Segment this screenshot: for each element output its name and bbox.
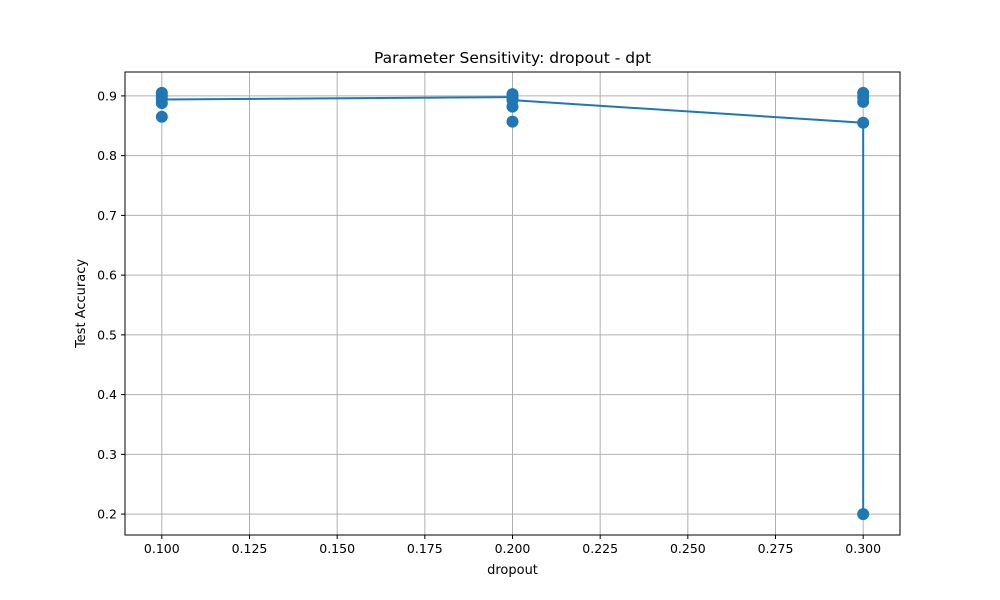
y-tick-label: 0.9 — [97, 88, 117, 103]
series-points-group — [155, 86, 870, 521]
data-point — [857, 95, 870, 108]
x-tick-label: 0.250 — [670, 541, 706, 556]
x-tick-label: 0.275 — [758, 541, 794, 556]
x-tick-label: 0.175 — [407, 541, 443, 556]
x-tick-label: 0.300 — [845, 541, 881, 556]
x-tick-label: 0.125 — [232, 541, 268, 556]
data-point — [155, 97, 168, 110]
y-tick-label: 0.3 — [97, 447, 117, 462]
y-tick-label: 0.4 — [97, 387, 117, 402]
grid — [125, 72, 900, 535]
x-tick-label: 0.200 — [495, 541, 531, 556]
y-axis-label: Test Accuracy — [74, 259, 89, 349]
data-point — [506, 100, 519, 113]
x-tick-label: 0.225 — [582, 541, 618, 556]
x-tick-label: 0.150 — [319, 541, 355, 556]
chart-title: Parameter Sensitivity: dropout - dpt — [374, 49, 651, 67]
data-point — [857, 116, 870, 129]
y-tick-label: 0.6 — [97, 268, 117, 283]
y-tick-label: 0.5 — [97, 327, 117, 342]
y-tick-label: 0.8 — [97, 148, 117, 163]
data-point — [857, 508, 870, 521]
x-axis-label: dropout — [487, 563, 538, 578]
y-tick-label: 0.2 — [97, 507, 117, 522]
data-point — [155, 110, 168, 123]
axis-ticks: 0.100 0.125 0.150 0.175 0.200 0.225 0.250 0.275… — [97, 88, 881, 556]
x-tick-label: 0.100 — [144, 541, 180, 556]
data-point — [506, 115, 519, 128]
y-tick-label: 0.7 — [97, 208, 117, 223]
